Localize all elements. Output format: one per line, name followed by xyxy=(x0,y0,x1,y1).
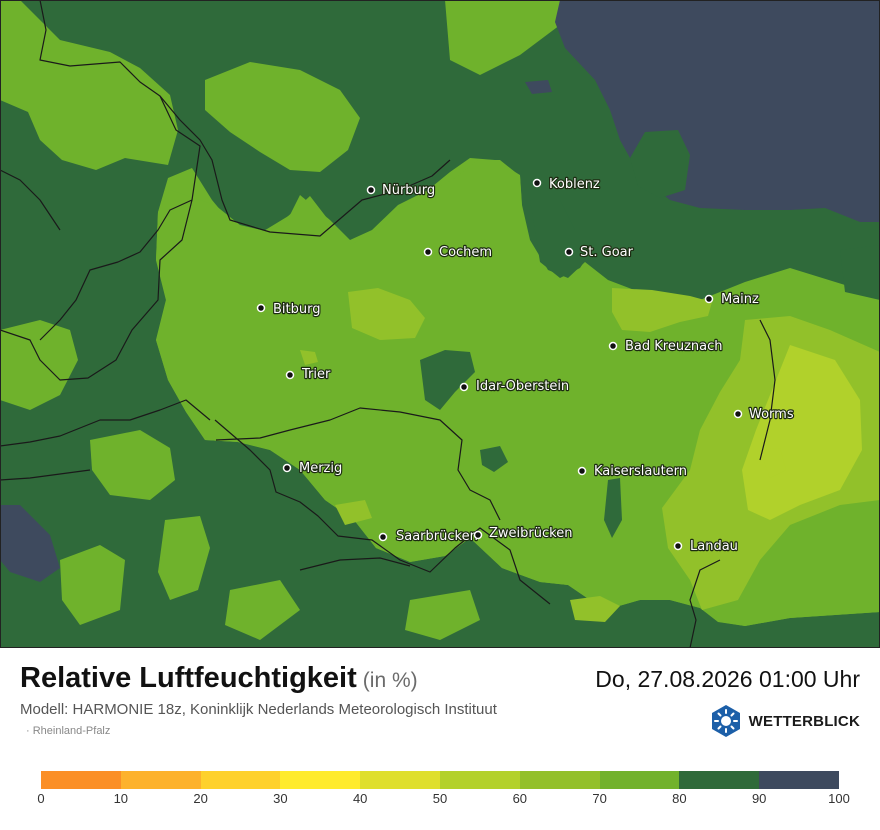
city-st-goar: St. Goar xyxy=(564,244,635,261)
city-merzig: Merzig xyxy=(282,460,343,477)
city-label: Landau xyxy=(690,539,738,554)
city-label: Worms xyxy=(749,407,794,422)
legend-swatch xyxy=(41,771,121,789)
legend-swatch xyxy=(120,771,201,789)
color-legend-bar xyxy=(41,771,839,789)
city-dot xyxy=(608,341,618,351)
legend-tick-label: 10 xyxy=(113,791,129,806)
city-dot xyxy=(673,541,683,551)
legend-tick-label: 100 xyxy=(828,791,850,806)
city-dot xyxy=(473,530,483,540)
city-bad-kreuznach: Bad Kreuznach xyxy=(608,338,724,355)
city-worms: Worms xyxy=(733,406,795,423)
legend-tick-label: 0 xyxy=(37,791,45,806)
city-label: Nürburg xyxy=(382,183,435,198)
city-mainz: Mainz xyxy=(704,291,760,308)
forecast-datetime: Do, 27.08.2026 01:00 Uhr xyxy=(595,666,860,692)
city-koblenz: Koblenz xyxy=(532,176,601,193)
humidity-zone-80-90-patches xyxy=(420,200,880,538)
city-label: Kaiserslautern xyxy=(594,464,687,479)
city-dot xyxy=(459,382,469,392)
legend-swatch xyxy=(439,771,520,789)
city-label: Merzig xyxy=(299,461,342,476)
city-nuerburg: Nürburg xyxy=(366,182,436,199)
city-label: Mainz xyxy=(721,292,759,307)
city-dot xyxy=(256,303,266,313)
city-label: St. Goar xyxy=(580,245,634,260)
legend-tick-label: 70 xyxy=(592,791,607,806)
wetterblick-logo[interactable]: WETTERBLICK xyxy=(709,704,860,738)
city-idar-oberstein: Idar-Oberstein xyxy=(459,378,570,395)
city-bitburg: Bitburg xyxy=(256,301,322,318)
model-source: Modell: HARMONIE 18z, Koninklijk Nederla… xyxy=(20,701,497,718)
city-kaiserslautern: Kaiserslautern xyxy=(577,463,688,480)
city-label: Bad Kreuznach xyxy=(625,339,723,354)
region-label: · Rheinland-Pfalz xyxy=(26,725,111,737)
city-dot xyxy=(378,532,388,542)
city-zweibruecken: Zweibrücken xyxy=(473,525,574,542)
city-dot xyxy=(733,409,743,419)
city-label: Idar-Oberstein xyxy=(476,379,569,394)
city-dot xyxy=(532,178,542,188)
city-label: Cochem xyxy=(439,245,492,260)
city-label: Koblenz xyxy=(549,177,600,192)
city-dot xyxy=(282,463,292,473)
city-dot xyxy=(577,466,587,476)
legend-tick-label: 50 xyxy=(432,791,448,806)
legend-tick-label: 30 xyxy=(273,791,288,806)
color-legend-ticks: 0 10 20 30 40 50 60 70 80 90 100 xyxy=(0,791,880,811)
city-saarbruecken: Saarbrücken xyxy=(378,528,479,545)
city-dot xyxy=(285,370,295,380)
legend-swatch xyxy=(679,771,760,789)
city-dot xyxy=(366,185,376,195)
legend-swatch xyxy=(599,771,680,789)
legend-tick-label: 90 xyxy=(751,791,767,806)
city-label: Bitburg xyxy=(273,302,321,317)
state-borders xyxy=(0,0,776,648)
map-footer: Relative Luftfeuchtigkeit (in %) Do, 27.0… xyxy=(0,648,880,830)
legend-swatch xyxy=(759,771,839,789)
legend-swatch xyxy=(200,771,281,789)
legend-swatch xyxy=(280,771,361,789)
city-dot xyxy=(564,247,574,257)
city-dot xyxy=(704,294,714,304)
city-trier: Trier xyxy=(285,366,332,383)
city-cochem: Cochem xyxy=(423,244,493,261)
legend-tick-label: 60 xyxy=(512,791,528,806)
humidity-zone-70-80 xyxy=(0,0,800,640)
legend-tick-label: 20 xyxy=(193,791,208,806)
legend-tick-label: 80 xyxy=(672,791,687,806)
sun-icon xyxy=(711,705,740,737)
map-title-text: Relative Luftfeuchtigkeit xyxy=(20,662,357,694)
humidity-zone-80-90-north xyxy=(630,130,690,198)
humidity-zone-50-60 xyxy=(742,345,862,520)
city-label: Trier xyxy=(301,367,331,382)
city-label: Saarbrücken xyxy=(396,529,478,544)
city-dot xyxy=(423,247,433,257)
map-title: Relative Luftfeuchtigkeit (in %) xyxy=(20,662,418,695)
brand-name: WETTERBLICK xyxy=(748,712,860,730)
map-unit: (in %) xyxy=(362,669,418,692)
humidity-map: Nürburg Koblenz Cochem St. Goar Bitburg … xyxy=(0,0,880,648)
city-label: Zweibrücken xyxy=(489,526,572,541)
legend-tick-label: 40 xyxy=(352,791,368,806)
legend-swatch xyxy=(360,771,440,789)
legend-swatch xyxy=(519,771,600,789)
city-landau: Landau xyxy=(673,538,739,555)
